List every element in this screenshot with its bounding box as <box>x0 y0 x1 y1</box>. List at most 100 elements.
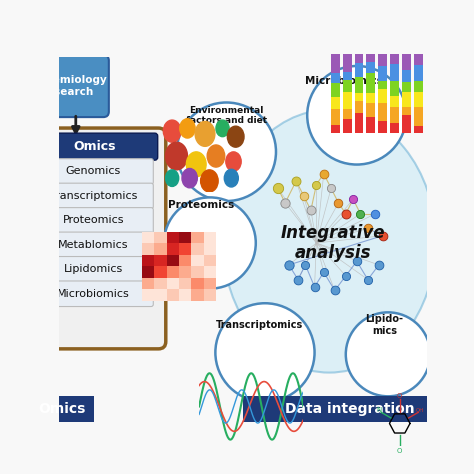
Circle shape <box>226 152 241 171</box>
Bar <box>402 70 411 82</box>
Circle shape <box>201 170 218 192</box>
Point <box>375 261 383 269</box>
Bar <box>378 103 387 121</box>
Bar <box>414 107 423 127</box>
Circle shape <box>307 66 406 164</box>
FancyBboxPatch shape <box>33 232 153 258</box>
Bar <box>331 73 340 83</box>
Circle shape <box>224 169 238 187</box>
Bar <box>378 89 387 103</box>
Bar <box>366 54 375 62</box>
Circle shape <box>186 152 206 177</box>
FancyBboxPatch shape <box>33 159 153 184</box>
Circle shape <box>165 142 188 170</box>
Text: N: N <box>376 407 382 413</box>
Point <box>349 195 357 203</box>
Point <box>379 232 386 239</box>
Circle shape <box>346 312 430 396</box>
FancyBboxPatch shape <box>33 183 153 209</box>
Point <box>320 268 328 276</box>
Point <box>285 261 292 269</box>
Circle shape <box>215 303 315 402</box>
FancyBboxPatch shape <box>31 133 158 160</box>
Bar <box>402 82 411 91</box>
Text: Proteomics: Proteomics <box>63 215 124 226</box>
Text: Environmental
factors and diet: Environmental factors and diet <box>186 106 267 125</box>
Bar <box>366 103 375 117</box>
Text: Transcriptomics: Transcriptomics <box>216 320 303 330</box>
FancyBboxPatch shape <box>24 55 109 117</box>
Bar <box>355 77 364 93</box>
Bar <box>343 118 352 133</box>
Bar <box>378 65 387 82</box>
Bar <box>390 96 399 108</box>
Text: Omics: Omics <box>38 402 86 416</box>
Bar <box>343 80 352 91</box>
Point <box>282 199 289 207</box>
Bar <box>366 73 375 93</box>
Text: Omics: Omics <box>73 140 115 153</box>
Circle shape <box>164 120 181 142</box>
FancyBboxPatch shape <box>30 396 94 422</box>
Point <box>292 177 300 185</box>
Circle shape <box>177 102 276 201</box>
Bar <box>390 108 399 123</box>
Bar <box>390 82 399 96</box>
Text: Genomics: Genomics <box>65 166 121 176</box>
Point <box>342 272 349 280</box>
Point <box>371 210 379 218</box>
Bar <box>378 82 387 89</box>
Point <box>311 283 319 291</box>
Point <box>364 225 372 232</box>
Point <box>335 199 342 207</box>
Bar <box>343 91 352 109</box>
Text: Microbiomics: Microbiomics <box>305 76 383 86</box>
Bar <box>390 54 399 64</box>
Circle shape <box>182 168 197 188</box>
Point <box>342 210 349 218</box>
Bar <box>343 54 352 72</box>
Bar <box>414 92 423 107</box>
Bar <box>414 127 423 133</box>
Circle shape <box>216 120 229 137</box>
Bar <box>355 93 364 101</box>
Bar <box>366 93 375 103</box>
Text: Metablomics: Metablomics <box>58 240 128 250</box>
Circle shape <box>164 197 256 289</box>
Point <box>300 192 307 200</box>
Circle shape <box>195 121 215 146</box>
Bar <box>331 97 340 109</box>
Bar <box>331 54 340 73</box>
Text: OH: OH <box>416 408 425 413</box>
Bar <box>402 91 411 108</box>
Bar <box>414 81 423 92</box>
Text: O: O <box>397 448 402 454</box>
Bar <box>355 63 364 77</box>
Text: Lipido-
mics: Lipido- mics <box>365 314 403 336</box>
Bar <box>366 117 375 133</box>
Point <box>301 261 309 269</box>
Bar <box>331 125 340 133</box>
FancyBboxPatch shape <box>33 281 153 307</box>
FancyBboxPatch shape <box>243 396 456 422</box>
Point <box>331 287 338 294</box>
Text: Epidemiology
Research: Epidemiology Research <box>27 75 107 97</box>
Text: O: O <box>397 393 402 399</box>
Bar <box>402 54 411 70</box>
Bar <box>402 108 411 115</box>
Bar <box>331 83 340 97</box>
Point <box>307 206 315 214</box>
Bar <box>343 72 352 80</box>
Bar <box>355 54 364 63</box>
Bar <box>366 62 375 73</box>
Bar <box>402 115 411 133</box>
Bar <box>331 109 340 125</box>
Ellipse shape <box>223 110 436 373</box>
FancyBboxPatch shape <box>33 256 153 282</box>
Point <box>294 276 302 283</box>
Bar <box>355 101 364 113</box>
Bar <box>414 65 423 81</box>
Bar <box>355 113 364 133</box>
Text: Lipidomics: Lipidomics <box>64 264 123 274</box>
Point <box>364 276 372 283</box>
